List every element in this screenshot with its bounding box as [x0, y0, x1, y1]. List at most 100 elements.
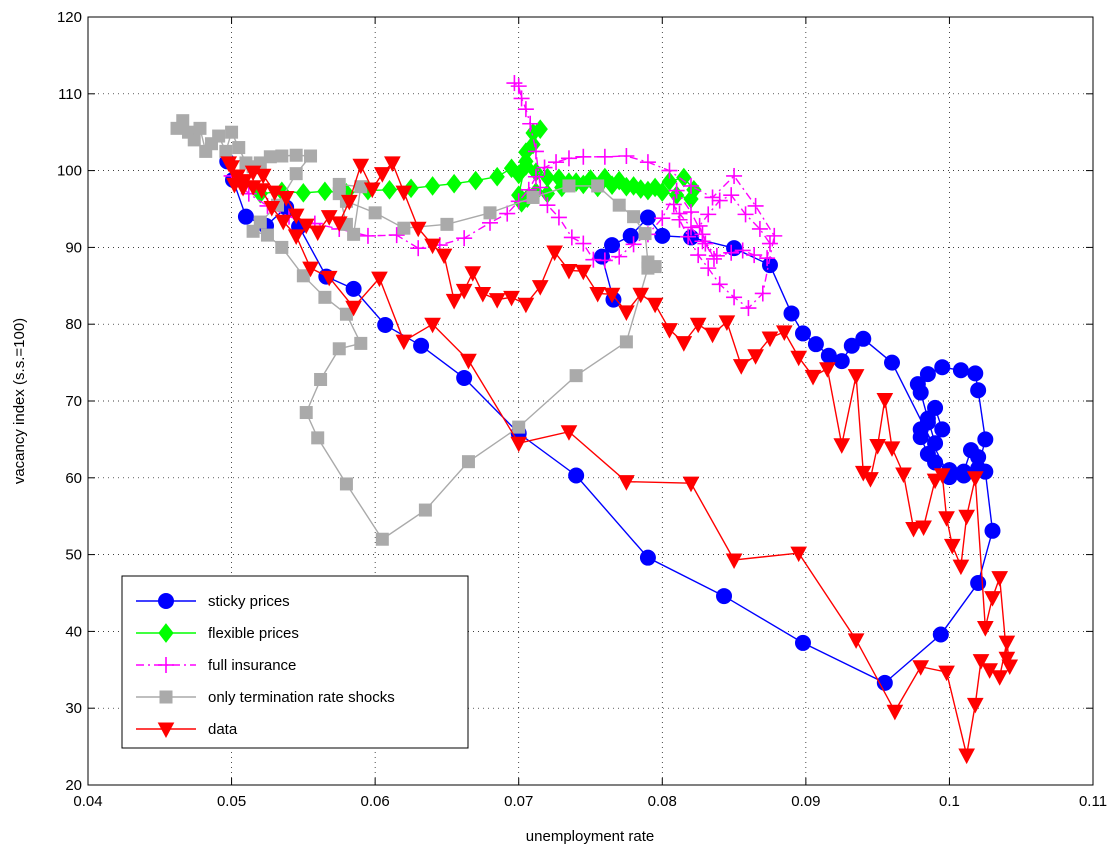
data-point [339, 477, 353, 491]
data-point [320, 210, 338, 226]
data-point [352, 158, 370, 175]
legend: sticky prices flexible prices full insuran… [121, 575, 469, 749]
data-point [955, 467, 972, 484]
data-point [958, 748, 975, 765]
data-point [456, 230, 473, 247]
data-point [618, 148, 635, 165]
data-point [862, 472, 879, 488]
series-line [231, 82, 776, 309]
data-point [522, 115, 539, 132]
data-point [377, 316, 394, 333]
data-point [723, 244, 740, 261]
data-point [938, 665, 955, 682]
y-tick-label: 30 [65, 700, 82, 717]
x-tick-label: 0.04 [73, 793, 102, 810]
data-point [751, 220, 768, 237]
data-point [766, 227, 783, 244]
data-point [932, 626, 949, 643]
data-point [563, 229, 580, 246]
data-point [883, 441, 901, 457]
data-point [488, 293, 506, 309]
data-point [790, 546, 808, 563]
data-point [295, 183, 311, 203]
data-point [934, 359, 951, 376]
data-point [612, 198, 626, 212]
data-point [562, 179, 576, 193]
data-point [627, 210, 641, 224]
data-point [632, 287, 650, 304]
data-point [927, 435, 944, 452]
data-point [958, 509, 975, 526]
data-point [158, 657, 174, 673]
data-point [299, 406, 313, 420]
data-point [718, 315, 736, 331]
data-point [532, 119, 548, 139]
data-point [317, 181, 333, 202]
data-point [909, 376, 926, 393]
x-tick-label: 0.05 [217, 793, 246, 810]
data-point [654, 210, 671, 227]
data-point [309, 225, 327, 242]
data-point [984, 522, 1001, 539]
data-point [641, 255, 655, 269]
data-point [560, 425, 578, 441]
data-point [368, 206, 382, 220]
data-point [330, 216, 348, 232]
legend-label: data [208, 721, 238, 738]
data-point [747, 197, 764, 214]
data-point [934, 421, 951, 438]
data-point [220, 156, 238, 172]
data-point [611, 170, 627, 191]
data-point [354, 180, 368, 194]
data-point [289, 148, 303, 162]
data-point [618, 305, 635, 321]
data-point [518, 142, 534, 162]
legend-item: flexible prices [136, 623, 299, 643]
data-point [905, 521, 922, 538]
data-point [761, 235, 778, 252]
data-point [952, 559, 970, 576]
data-point [732, 359, 750, 375]
x-tick-label: 0.08 [648, 793, 677, 810]
x-tick-label: 0.09 [791, 793, 820, 810]
data-point [409, 221, 427, 238]
data-point [723, 187, 740, 204]
data-point [424, 176, 441, 196]
data-point [998, 635, 1016, 652]
x-tick-label: 0.07 [504, 793, 533, 810]
data-point [775, 325, 793, 341]
data-point [440, 217, 454, 231]
data-point [847, 369, 865, 385]
data-point [193, 121, 207, 135]
data-point [225, 125, 239, 139]
data-point [661, 162, 678, 179]
data-point [912, 660, 930, 676]
series-data [220, 156, 1019, 765]
data-point [226, 177, 243, 194]
data-point [363, 182, 381, 199]
data-point [919, 410, 936, 427]
data-point [410, 240, 427, 257]
data-point [254, 168, 272, 185]
data-point [424, 317, 441, 334]
data-point [560, 263, 578, 280]
data-point [619, 335, 633, 349]
data-point [794, 325, 811, 342]
data-point [275, 149, 289, 163]
legend-label: only termination rate shocks [208, 689, 395, 706]
data-point [886, 704, 904, 721]
data-point [464, 266, 482, 282]
data-point [446, 173, 462, 194]
data-point [550, 209, 567, 226]
data-point [938, 511, 955, 527]
data-point [510, 436, 528, 453]
data-point [340, 194, 358, 211]
data-point [725, 553, 743, 570]
data-point [680, 228, 697, 245]
data-point [998, 651, 1016, 668]
data-point [943, 538, 961, 555]
legend-box [121, 575, 469, 749]
y-tick-label: 70 [65, 393, 82, 410]
data-point [884, 354, 900, 371]
